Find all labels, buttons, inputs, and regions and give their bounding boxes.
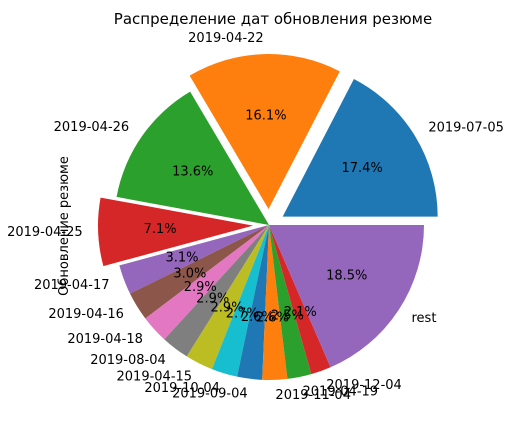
pie-slice-2019-09-04	[237, 225, 269, 380]
slice-label-2019-04-16: 2019-04-16	[48, 307, 124, 322]
pie-slice-rest	[269, 225, 424, 368]
slice-label-2019-09-04: 2019-09-04	[172, 387, 248, 402]
slice-percent-2019-11-04: 2.6%	[256, 310, 289, 325]
pie-slice-2019-04-16	[130, 225, 269, 319]
slice-label-2019-08-04: 2019-08-04	[90, 353, 166, 368]
slice-label-2019-10-04: 2019-10-04	[144, 381, 220, 396]
slice-percent-rest: 18.5%	[326, 269, 367, 284]
pie-slice-2019-07-05	[282, 79, 438, 217]
slice-percent-2019-04-15: 2.9%	[211, 300, 244, 315]
pie-slice-2019-04-26	[116, 91, 269, 225]
pie-slice-2019-12-04	[269, 225, 331, 375]
pie-slice-2019-04-18	[145, 225, 269, 340]
slice-label-2019-04-22: 2019-04-22	[188, 31, 264, 46]
slice-label-2019-04-19: 2019-04-19	[303, 385, 379, 400]
chart-title: Распределение дат обновления резюме	[114, 10, 432, 28]
pie-slice-2019-11-04	[262, 225, 288, 380]
slice-percent-2019-04-17: 3.1%	[165, 250, 198, 265]
slice-label-2019-07-05: 2019-07-05	[428, 121, 504, 136]
pie-labels: 2019-07-05 17.4% 2019-04-22 16.1% 2019-04-26…	[7, 31, 504, 403]
slice-label-2019-04-18: 2019-04-18	[67, 332, 143, 347]
slice-label-2019-04-25: 2019-04-25	[7, 225, 83, 240]
slice-percent-2019-08-04: 2.9%	[196, 292, 229, 307]
pie-slice-2019-04-22	[189, 54, 340, 210]
pie-slices	[98, 54, 438, 380]
slice-percent-2019-04-25: 7.1%	[144, 222, 177, 237]
slice-percent-2019-10-04: 2.7%	[226, 307, 259, 322]
slice-percent-2019-04-18: 2.9%	[184, 280, 217, 295]
slice-label-rest: rest	[412, 311, 437, 326]
slice-percent-2019-04-26: 13.6%	[172, 164, 213, 179]
slice-label-2019-04-26: 2019-04-26	[54, 120, 130, 135]
slice-label-2019-11-04: 2019-11-04	[275, 388, 351, 403]
pie-slice-2019-04-17	[119, 225, 269, 294]
pie-slice-2019-04-19	[269, 225, 312, 379]
slice-percent-2019-09-04: 2.6%	[241, 310, 274, 325]
slice-label-2019-04-15: 2019-04-15	[117, 370, 193, 385]
slice-percent-2019-04-16: 3.0%	[173, 266, 206, 281]
slice-percent-2019-07-05: 17.4%	[341, 161, 382, 176]
y-axis-label: Обновление резюме	[57, 156, 72, 296]
slice-label-2019-04-17: 2019-04-17	[34, 278, 110, 293]
slice-percent-2019-04-22: 16.1%	[245, 109, 286, 124]
pie-slice-2019-04-25	[98, 197, 254, 267]
pie-slice-2019-08-04	[164, 225, 269, 357]
slice-label-2019-12-04: 2019-12-04	[326, 378, 402, 393]
slice-percent-2019-04-19: 2.5%	[271, 309, 304, 324]
slice-percent-2019-12-04: 2.1%	[284, 305, 317, 320]
pie-slice-2019-04-15	[186, 225, 269, 370]
pie-slice-2019-10-04	[211, 225, 269, 377]
